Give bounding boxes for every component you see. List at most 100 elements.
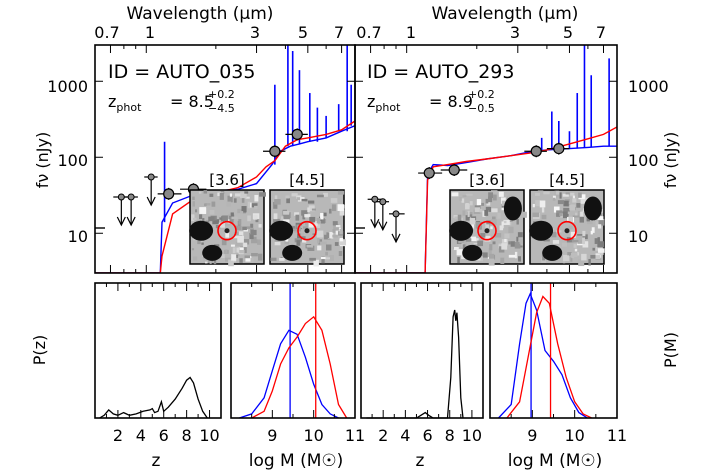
stamp-pixel <box>491 208 498 213</box>
stamp-pixel <box>246 226 251 229</box>
stamp-pixel <box>320 256 326 260</box>
stamp-pixel <box>570 252 578 257</box>
stamp-pixel <box>306 253 312 256</box>
stamp-pixel <box>320 213 324 220</box>
stamp-pixel <box>273 201 278 209</box>
stamp-pixel <box>224 257 231 262</box>
stamp-pixel <box>339 228 343 235</box>
stamp-pixel <box>251 236 257 240</box>
stamp-pixel <box>541 214 547 220</box>
stamp-pixel <box>270 257 277 261</box>
upper-limit-arrowhead <box>391 233 401 244</box>
stamp-pixel <box>311 208 316 211</box>
stamp-pixel <box>273 213 278 220</box>
mass-axis-label-right: log M (M☉) <box>508 451 603 471</box>
stamp-pixel <box>325 244 332 251</box>
object-id-auto-035: ID = AUTO_035 <box>108 61 255 83</box>
stamp-pixel <box>489 244 493 251</box>
stamp-pixel <box>304 214 311 218</box>
stamp-pixel <box>313 198 318 201</box>
stamp-pixel <box>337 190 345 195</box>
stamp-pixel <box>486 202 491 206</box>
stamp-target-circle <box>477 220 497 241</box>
stamp-pixel <box>575 212 578 216</box>
stamp-pixel <box>332 229 336 233</box>
stamp-pixel <box>279 257 285 261</box>
stamp-pixel <box>487 229 492 235</box>
stamp-pixel <box>484 235 491 242</box>
stamp-pixel <box>219 217 223 220</box>
stamp-pixel <box>480 233 486 238</box>
stamp-pixel <box>463 240 468 248</box>
stamp-pixel <box>535 200 541 207</box>
stamp-pixel <box>465 238 472 242</box>
stamp-pixel <box>192 217 197 221</box>
stamp-pixel <box>317 245 322 251</box>
stamp-pixel <box>316 237 323 241</box>
top-tick-label: 5 <box>563 23 573 42</box>
stamp-pixel <box>555 190 560 195</box>
stamp-pixel <box>519 211 527 218</box>
pz-panel-auto-293: 2 4 6 8 10 <box>360 282 484 445</box>
stamp-pixel <box>500 257 505 264</box>
stamp-pixel <box>563 200 569 207</box>
stamp-pixel <box>578 192 582 198</box>
stamp-pixel <box>488 192 494 198</box>
stamp-pixel <box>470 236 477 241</box>
stamp-pixel <box>307 207 310 213</box>
stamp-pixel <box>292 228 296 232</box>
stamp-pixel <box>571 256 575 259</box>
stamp-pixel <box>571 239 579 243</box>
stamp-pixel <box>250 229 257 236</box>
stamp-pixel <box>501 239 508 246</box>
stamp-pixel <box>257 239 262 245</box>
x-tick-label: 11 <box>345 426 365 445</box>
stamp-pixel <box>569 204 576 211</box>
stamp-pixel <box>314 212 319 217</box>
stamp-pixel <box>518 256 522 262</box>
stamp-pixel <box>474 207 481 213</box>
top-tick-label: 0.7 <box>356 23 381 42</box>
stamp-pixel <box>333 223 339 231</box>
stamp-pixel <box>517 232 523 238</box>
x-tick-label: 6 <box>422 426 432 445</box>
stamp-pixel <box>491 216 496 222</box>
stamp-pixel <box>590 230 593 235</box>
svg-text:zphot: zphot <box>108 92 142 114</box>
photometry-point <box>553 143 565 155</box>
sed-y-tick-label: 100 <box>57 151 88 170</box>
sed-y-tick-label: 10 <box>628 227 648 246</box>
sed-y-tick-label: 100 <box>628 151 659 170</box>
stamp-pixel <box>597 237 600 244</box>
stamp-pixel <box>201 242 204 245</box>
stamp-pixel <box>213 258 217 265</box>
stamp-pixel <box>291 225 296 231</box>
stamp-pixel <box>316 230 324 238</box>
stamp-pixel <box>461 241 464 248</box>
stamp-pixel <box>234 193 241 197</box>
pz-y-axis-label: P(z) <box>30 335 49 366</box>
stamp-pixel <box>488 248 492 255</box>
probability-curve <box>239 329 339 419</box>
stamp-pixel <box>203 190 208 194</box>
stamp-pixel <box>222 215 228 222</box>
stamp-pixel <box>250 223 254 228</box>
stamp-pixel <box>574 248 578 252</box>
stamp-pixel <box>556 210 563 214</box>
sed-red-model-line <box>95 120 355 273</box>
stamp-pixel <box>302 213 306 220</box>
stamp-pixel <box>283 213 290 220</box>
stamp-pixel <box>461 198 465 203</box>
top-axis-title-right: Wavelength (μm) <box>432 4 579 24</box>
stamp-pixel <box>204 203 207 206</box>
stamp-pixel <box>249 202 252 208</box>
x-tick-label: 2 <box>378 426 388 445</box>
z-axis-label-right: z <box>416 451 425 471</box>
stamp-pixel <box>308 222 314 228</box>
probability-curve <box>366 309 464 419</box>
stamp-pixel <box>499 225 504 231</box>
stamp-pixel <box>457 214 462 221</box>
stamp-pixel <box>192 196 195 200</box>
stamp-pixel <box>212 219 220 225</box>
